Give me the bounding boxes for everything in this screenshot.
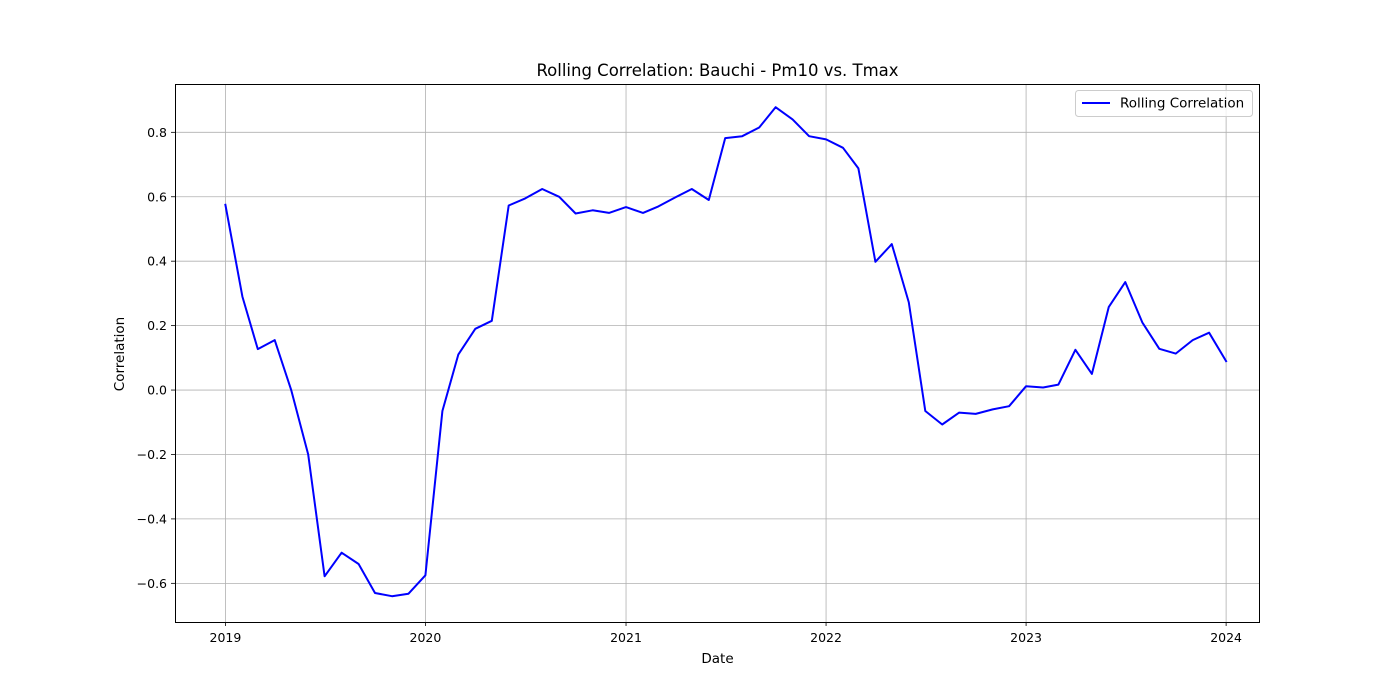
y-tick-label: 0.8 (147, 125, 167, 140)
x-tick-label: 2022 (810, 630, 842, 645)
data-point (339, 550, 345, 556)
data-point (672, 194, 678, 200)
data-point (990, 406, 996, 412)
legend-box (1075, 90, 1253, 117)
axis-ticks: 2019 2020 2021 2022 2023 2024 −0.6 −0.4 −0.2 0.0 0… (137, 125, 1242, 645)
y-tick-label: −0.6 (137, 576, 167, 591)
data-point (756, 125, 762, 131)
data-point (522, 195, 528, 201)
series-layer (222, 104, 1229, 599)
data-point (1223, 358, 1229, 364)
data-point (1006, 403, 1012, 409)
data-point (606, 210, 612, 216)
x-tick-label: 2020 (410, 630, 442, 645)
data-point (1156, 346, 1162, 352)
legend-label-rolling-correlation: Rolling Correlation (1120, 96, 1244, 112)
data-point (389, 593, 395, 599)
data-point (506, 203, 512, 209)
y-tick-label: 0.0 (147, 383, 167, 398)
data-point (790, 116, 796, 122)
data-point (305, 452, 311, 458)
y-tick-label: 0.2 (147, 318, 167, 333)
data-point (956, 410, 962, 416)
data-point (655, 203, 661, 209)
data-point (406, 591, 412, 597)
data-point (1040, 385, 1046, 391)
data-point (439, 408, 445, 414)
data-point (1055, 382, 1061, 388)
x-axis-label: Date (701, 651, 733, 667)
data-point (722, 135, 728, 141)
data-point (356, 561, 362, 567)
data-point (973, 411, 979, 417)
plot-frame (175, 84, 1260, 623)
data-point (573, 211, 579, 217)
data-point (1206, 330, 1212, 336)
data-point (855, 165, 861, 171)
data-point (623, 204, 629, 210)
legend: Rolling Correlation (1075, 90, 1253, 117)
data-point (322, 573, 328, 579)
y-axis-label: Correlation (112, 317, 128, 391)
data-point (1072, 347, 1078, 353)
data-point (806, 133, 812, 139)
chart-title: Rolling Correlation: Bauchi - Pm10 vs. T… (536, 61, 898, 80)
x-tick-label: 2021 (610, 630, 642, 645)
data-point (222, 202, 228, 208)
data-point (922, 408, 928, 414)
data-point (455, 352, 461, 358)
data-point (239, 294, 245, 300)
data-point (739, 133, 745, 139)
data-point (840, 145, 846, 151)
grid-lines (175, 84, 1259, 622)
data-point (255, 346, 261, 352)
data-point (556, 194, 562, 200)
data-point (539, 186, 545, 192)
data-point (773, 104, 779, 110)
data-point (1106, 304, 1112, 310)
y-tick-label: 0.4 (147, 254, 167, 269)
series-line-rolling-correlation (224, 106, 1228, 598)
y-tick-label: −0.4 (137, 511, 167, 526)
data-point (706, 197, 712, 203)
data-point (272, 337, 278, 343)
data-point (872, 259, 878, 265)
data-point (1190, 337, 1196, 343)
data-point (1089, 371, 1095, 377)
data-point (889, 241, 895, 247)
data-point (288, 387, 294, 393)
data-point (489, 318, 495, 324)
x-tick-label: 2023 (1010, 630, 1042, 645)
x-tick-label: 2019 (210, 630, 242, 645)
x-tick-label: 2024 (1210, 630, 1242, 645)
data-point (939, 422, 945, 428)
data-point (1023, 383, 1029, 389)
data-point (640, 210, 646, 216)
data-point (1122, 279, 1128, 285)
data-point (689, 186, 695, 192)
data-point (590, 207, 596, 213)
data-point (823, 136, 829, 142)
data-point (422, 572, 428, 578)
y-tick-label: 0.6 (147, 189, 167, 204)
data-point (1173, 351, 1179, 357)
y-tick-label: −0.2 (137, 447, 167, 462)
data-point (472, 326, 478, 332)
data-point (906, 299, 912, 305)
data-point (372, 590, 378, 596)
data-point (1139, 319, 1145, 325)
